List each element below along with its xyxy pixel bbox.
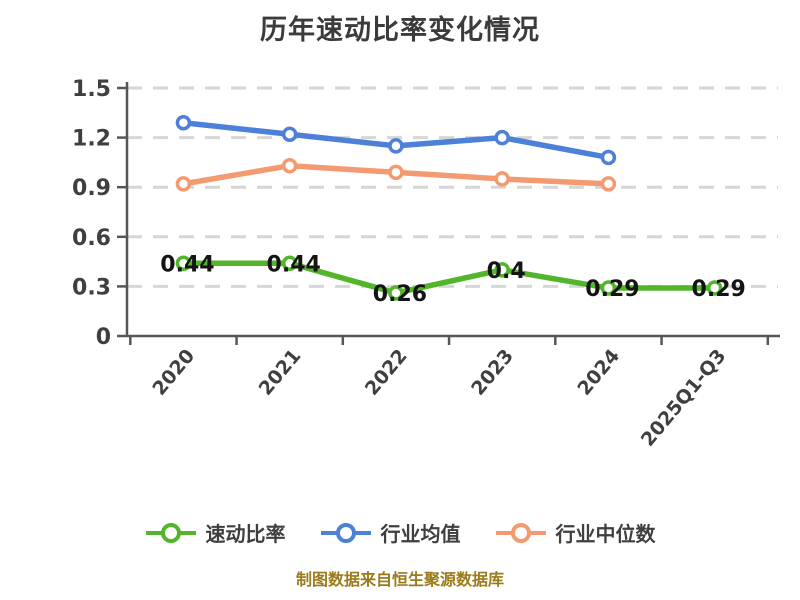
data-point-行业均值-2020 xyxy=(175,114,192,131)
data-point-行业均值-2022 xyxy=(388,138,404,154)
legend-label: 速动比率 xyxy=(205,522,286,546)
data-label-速动比率-2024: 0.29 xyxy=(585,277,639,302)
x-tick-label-2023: 2023 xyxy=(467,345,518,400)
data-point-行业中位数-2021 xyxy=(281,157,298,174)
legend-item-速动比率: 速动比率 xyxy=(145,518,286,547)
y-tick-label-0.9: 0.9 xyxy=(72,176,111,201)
chart-title: 历年速动比率变化情况 xyxy=(260,15,540,46)
y-tick-label-1.5: 1.5 xyxy=(72,77,111,102)
legend-item-行业中位数: 行业中位数 xyxy=(495,518,656,547)
series-line-速动比率 xyxy=(180,260,718,296)
legend-label: 行业中位数 xyxy=(555,522,656,546)
legend-line-circle-icon xyxy=(320,522,371,543)
data-label-速动比率-2025Q1-Q3: 0.29 xyxy=(692,277,746,302)
data-point-行业均值-2021 xyxy=(281,126,298,143)
x-tick-label-2024: 2024 xyxy=(573,345,624,400)
legend-line-circle-icon xyxy=(495,522,546,543)
data-point-行业均值-2023 xyxy=(494,129,510,146)
data-point-速动比率-2024 xyxy=(600,280,617,296)
data-point-行业中位数-2020 xyxy=(175,176,192,192)
y-tick-label-0: 0 xyxy=(96,325,111,350)
x-tick-label-2020: 2020 xyxy=(148,345,199,400)
legend-item-行业均值: 行业均值 xyxy=(320,518,461,547)
legend-label: 行业均值 xyxy=(380,522,461,546)
data-point-行业中位数-2023 xyxy=(494,171,510,187)
data-point-速动比率-2025Q1-Q3 xyxy=(706,280,723,296)
data-point-速动比率-2023 xyxy=(494,262,510,278)
data-point-行业中位数-2022 xyxy=(388,164,404,181)
data-label-速动比率-2023: 0.4 xyxy=(487,259,526,284)
data-point-行业中位数-2024 xyxy=(600,176,617,192)
legend: 速动比率 行业均值 行业中位数 xyxy=(0,518,800,547)
y-tick-label-0.6: 0.6 xyxy=(72,226,111,251)
data-label-速动比率-2020: 0.44 xyxy=(160,252,214,277)
y-tick-label-0.3: 0.3 xyxy=(72,275,111,300)
data-point-速动比率-2020 xyxy=(175,255,192,272)
data-point-速动比率-2022 xyxy=(388,285,404,301)
data-point-速动比率-2021 xyxy=(281,255,298,272)
x-tick-label-2022: 2022 xyxy=(361,345,412,400)
y-tick-label-1.2: 1.2 xyxy=(72,127,111,152)
data-source-note: 制图数据来自恒生聚源数据库 xyxy=(295,570,504,589)
x-tick-label-2021: 2021 xyxy=(255,345,306,400)
data-point-行业均值-2024 xyxy=(600,149,617,166)
data-label-速动比率-2022: 0.26 xyxy=(373,282,427,307)
x-tick-label-2025Q1-Q3: 2025Q1-Q3 xyxy=(637,345,731,451)
legend-line-circle-icon xyxy=(145,522,196,543)
data-label-速动比率-2021: 0.44 xyxy=(267,252,321,277)
